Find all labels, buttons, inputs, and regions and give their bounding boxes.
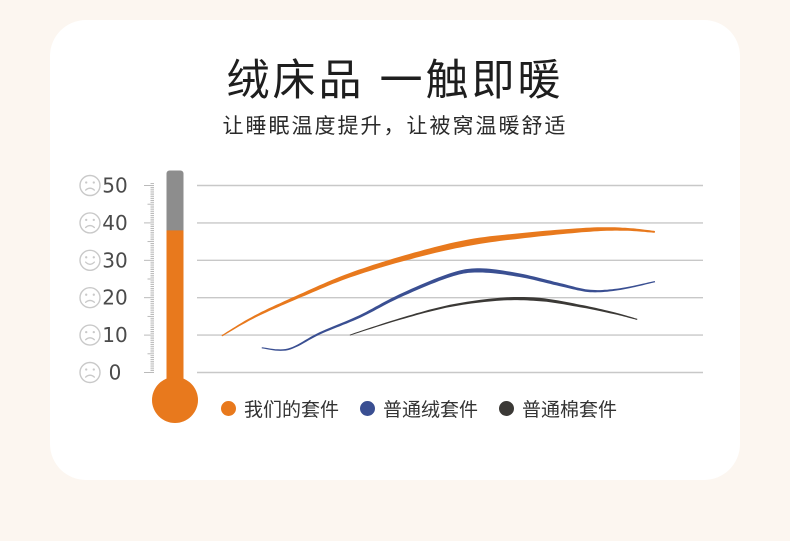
scale-label: 20 [102, 286, 127, 310]
legend-dot-our-set [221, 401, 236, 416]
mood-face-icon [79, 287, 101, 309]
mood-face-icon [79, 174, 101, 197]
legend-label-cotton-set: 普通棉套件 [522, 400, 618, 421]
series-curve-0 [221, 227, 655, 337]
scale-label: 30 [102, 248, 127, 272]
thermometer-tube-fill [166, 230, 184, 400]
mood-face-icon [79, 212, 101, 234]
thermometer-bulb [152, 377, 198, 423]
legend-item-cotton-set: 普通棉套件 [499, 395, 617, 422]
series-curve-2 [349, 297, 638, 336]
scale-label: 40 [102, 211, 127, 235]
page-title: 绒床品 一触即暖 [226, 57, 564, 105]
legend-item-our-set: 我们的套件 [221, 395, 339, 422]
scale-label: 50 [102, 174, 127, 198]
mood-face-icon [79, 361, 101, 384]
scale-label: 0 [109, 361, 122, 385]
scale-label: 10 [102, 323, 127, 347]
page-subtitle: 让睡眠温度提升，让被窝温暖舒适 [222, 115, 568, 138]
series-curve-1 [261, 268, 656, 351]
legend-label-our-set: 我们的套件 [244, 400, 340, 421]
thermometer-tube-empty [166, 170, 184, 236]
legend-item-fleece-set: 普通绒套件 [360, 395, 478, 422]
mood-face-icon [79, 324, 101, 346]
legend-label-fleece-set: 普通绒套件 [383, 400, 479, 421]
legend-dot-cotton-set [499, 401, 515, 416]
mood-face-icon [79, 249, 101, 271]
chart-legend: 我们的套件 普通绒套件 普通棉套件 [221, 395, 617, 422]
legend-dot-fleece-set [360, 401, 376, 416]
